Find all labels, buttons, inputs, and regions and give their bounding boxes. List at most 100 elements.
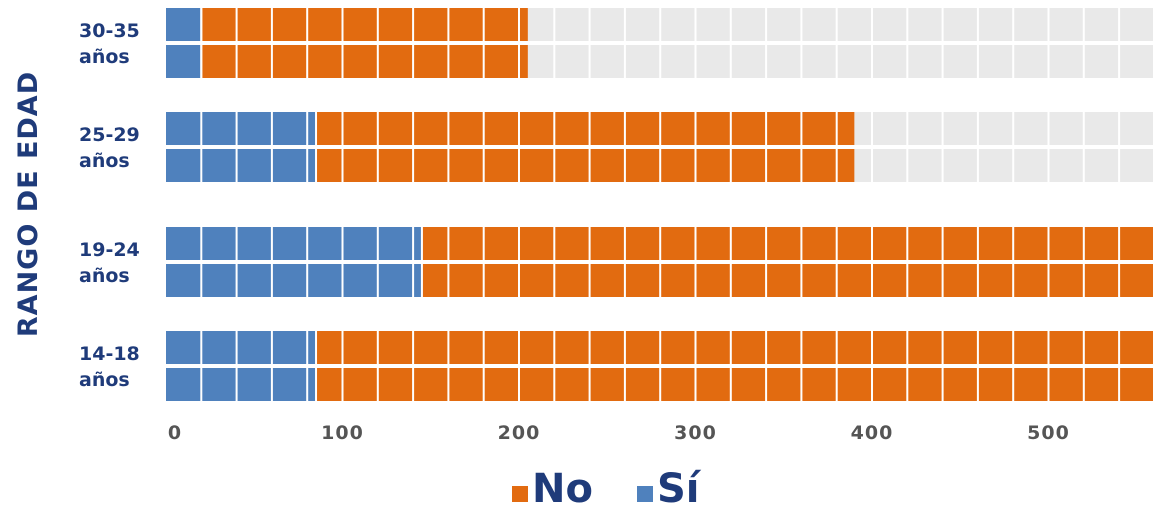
legend-item: Sí bbox=[637, 466, 702, 508]
grid-separator bbox=[588, 45, 591, 78]
grid-separator bbox=[447, 368, 450, 401]
grid-separator bbox=[270, 8, 273, 41]
grid-separator bbox=[1118, 331, 1121, 364]
grid-separator bbox=[976, 112, 979, 145]
grid-separator bbox=[341, 227, 344, 260]
grid-separator bbox=[623, 331, 626, 364]
grid-separator bbox=[1047, 368, 1050, 401]
legend-label: No bbox=[532, 466, 593, 508]
category-label-unit: años bbox=[79, 369, 130, 391]
grid-separator bbox=[835, 331, 838, 364]
grid-separator bbox=[1012, 8, 1015, 41]
grid-separator bbox=[1118, 112, 1121, 145]
grid-separator bbox=[482, 8, 485, 41]
grid-separator bbox=[906, 112, 909, 145]
grid-separator bbox=[412, 8, 415, 41]
grid-separator bbox=[518, 45, 520, 78]
grid-separator bbox=[1012, 264, 1015, 297]
grid-separator bbox=[871, 149, 873, 182]
category-label-range: 14-18 bbox=[79, 343, 140, 365]
grid-separator bbox=[1012, 368, 1015, 401]
grid-separator bbox=[835, 45, 838, 78]
grid-separator bbox=[270, 227, 273, 260]
grid-separator bbox=[1082, 45, 1085, 78]
category-labels: 30-35 años 25-29 años 19-24 años 14-18 años bbox=[79, 20, 140, 391]
grid-separator bbox=[200, 149, 203, 182]
grid-separator bbox=[235, 149, 238, 182]
grid-separator bbox=[729, 149, 732, 182]
x-tick-label: 200 bbox=[498, 422, 541, 444]
grid-separator bbox=[694, 45, 697, 78]
bar-si bbox=[166, 331, 317, 364]
grid-separator bbox=[1047, 331, 1050, 364]
grid-separator bbox=[200, 264, 203, 297]
grid-separator bbox=[270, 112, 273, 145]
segment-separator bbox=[315, 149, 318, 182]
x-tick-label: 300 bbox=[674, 422, 717, 444]
grid-separator bbox=[482, 112, 485, 145]
category-label-unit: años bbox=[79, 150, 130, 172]
grid-separator bbox=[588, 112, 591, 145]
grid-separator bbox=[976, 264, 979, 297]
grid-separator bbox=[871, 368, 873, 401]
grid-separator bbox=[412, 227, 415, 260]
grid-separator bbox=[553, 368, 556, 401]
grid-separator bbox=[976, 227, 979, 260]
bar-si bbox=[166, 227, 422, 260]
bar-row bbox=[166, 149, 1153, 182]
grid-separator bbox=[906, 264, 909, 297]
grid-separator bbox=[447, 331, 450, 364]
bar-no bbox=[316, 112, 855, 145]
grid-separator bbox=[976, 149, 979, 182]
grid-separator bbox=[1047, 8, 1050, 41]
grid-separator bbox=[447, 227, 450, 260]
bar-row bbox=[166, 331, 1153, 364]
grid-separator bbox=[871, 264, 873, 297]
bar-no bbox=[421, 264, 1153, 297]
grid-separator bbox=[835, 8, 838, 41]
grid-separator bbox=[306, 331, 309, 364]
grid-separator bbox=[694, 264, 697, 297]
grid-separator bbox=[694, 368, 697, 401]
segment-separator bbox=[420, 227, 423, 260]
grid-separator bbox=[765, 149, 768, 182]
grid-separator bbox=[588, 227, 591, 260]
grid-separator bbox=[835, 112, 838, 145]
grid-separator bbox=[200, 227, 203, 260]
grid-separator bbox=[306, 368, 309, 401]
grid-separator bbox=[623, 264, 626, 297]
grid-separator bbox=[306, 227, 309, 260]
grid-separator bbox=[1012, 331, 1015, 364]
grid-separator bbox=[835, 149, 838, 182]
grid-separator bbox=[588, 264, 591, 297]
grid-separator bbox=[941, 8, 944, 41]
grid-separator bbox=[341, 368, 344, 401]
bar-row bbox=[166, 112, 1153, 145]
grid-separator bbox=[623, 227, 626, 260]
grid-separator bbox=[412, 264, 415, 297]
grid-separator bbox=[1118, 368, 1121, 401]
grid-separator bbox=[518, 8, 520, 41]
grid-separator bbox=[729, 45, 732, 78]
grid-separator bbox=[588, 8, 591, 41]
grid-separator bbox=[941, 45, 944, 78]
grid-separator bbox=[376, 149, 379, 182]
grid-separator bbox=[623, 149, 626, 182]
grid-separator bbox=[1118, 45, 1121, 78]
grid-separator bbox=[1082, 368, 1085, 401]
grid-separator bbox=[376, 227, 379, 260]
grid-separator bbox=[518, 368, 520, 401]
grid-separator bbox=[1082, 227, 1085, 260]
grid-separator bbox=[447, 8, 450, 41]
grid-separator bbox=[765, 264, 768, 297]
grid-separator bbox=[341, 112, 344, 145]
grid-separator bbox=[588, 149, 591, 182]
category-group bbox=[166, 8, 1153, 78]
grid-separator bbox=[800, 227, 803, 260]
grid-separator bbox=[518, 227, 520, 260]
legend: No Sí bbox=[512, 466, 702, 508]
grid-separator bbox=[447, 149, 450, 182]
grid-separator bbox=[235, 227, 238, 260]
grid-separator bbox=[800, 45, 803, 78]
grid-separator bbox=[235, 331, 238, 364]
